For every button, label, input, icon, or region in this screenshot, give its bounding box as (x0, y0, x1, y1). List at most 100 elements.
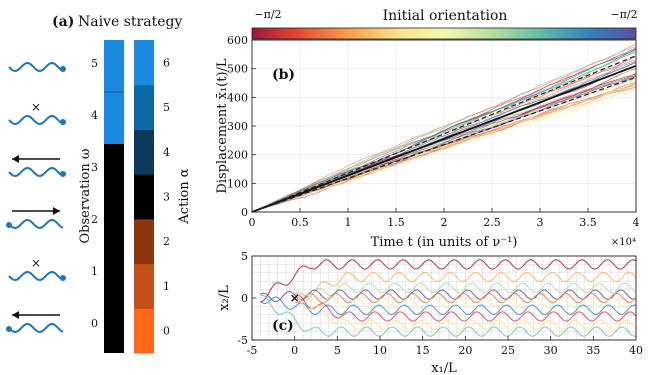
observation-segment-dark (104, 144, 124, 353)
x-tick-label: 25 (501, 344, 515, 357)
arrowhead-icon (53, 207, 60, 215)
trajectory-line (251, 88, 637, 213)
x-tick-label: 15 (416, 344, 430, 357)
swimmer-icon (6, 311, 64, 334)
y-tick-label: 200 (227, 149, 248, 162)
swimmer-body (8, 270, 64, 282)
y-tick-label: 0 (241, 292, 248, 305)
x-tick-label: -5 (247, 344, 258, 357)
swimmer-head (60, 66, 66, 72)
swimmer-head (60, 171, 66, 177)
x-tick-label: 4 (633, 216, 640, 229)
colorbar-left-label: −π/2 (254, 8, 281, 21)
swimmer-icon (8, 155, 66, 178)
panel-c-xlabel: x₁/L (431, 361, 457, 375)
panel-b: 0 0.5 1 1.5 2 2.5 3 3.5 4 0 100 200 300 400 500 600 (227, 34, 640, 229)
planar-trajectory (260, 294, 637, 337)
x-tick-label: 1 (345, 216, 352, 229)
swimmer-icon: × (8, 100, 66, 126)
swimmer-icon (8, 61, 66, 73)
trajectory-line (251, 51, 637, 213)
x-tick-label: 0 (249, 216, 256, 229)
action-segment (134, 129, 154, 175)
colorbar-title: Initial orientation (383, 8, 508, 24)
x-tick-label: 0.5 (291, 216, 309, 229)
swimmer-head (6, 326, 12, 332)
panel-a-title: Naive strategy (78, 14, 182, 30)
observation-tick-label: 3 (91, 161, 98, 174)
panel-c-ylabel: x₂/L (217, 285, 232, 311)
swimmer-head (6, 222, 12, 228)
x-tick-label: 5 (334, 344, 341, 357)
y-tick-label: 500 (227, 63, 248, 76)
x-tick-label: 2.5 (483, 216, 501, 229)
action-segment (134, 40, 154, 86)
panel-c-label: (c) (272, 318, 294, 334)
action-tick-label: 3 (163, 191, 170, 204)
x-tick-label: 35 (586, 344, 600, 357)
observation-tick-label: 0 (91, 317, 98, 330)
action-segment (134, 174, 154, 220)
y-tick-label: -5 (237, 334, 248, 347)
panel-a-label: (a) (52, 14, 74, 30)
action-segment (134, 84, 154, 130)
lower-dashed-line (251, 76, 637, 213)
planar-trajectory (260, 259, 637, 303)
x-tick-label: 3 (537, 216, 544, 229)
trajectory-line (251, 75, 637, 213)
observation-axis-label: Observation ω (78, 149, 93, 244)
upper-dashed-line (251, 55, 637, 213)
planar-trajectory (294, 293, 637, 309)
arrowhead-icon (12, 311, 19, 319)
planar-trajectory (294, 292, 637, 331)
panel-b-label: (b) (272, 67, 295, 83)
start-marker: × (290, 291, 300, 305)
y-tick-label: 600 (227, 34, 248, 47)
action-ticks: 0 1 2 3 4 5 6 (163, 56, 170, 337)
observation-tick-label: 1 (91, 265, 98, 278)
swimmer-head (60, 119, 66, 125)
y-tick-label: 400 (227, 91, 248, 104)
swimmer-body (8, 61, 64, 73)
planar-trajectory (294, 282, 637, 302)
swimmer-icon (6, 207, 64, 230)
planar-trajectory (294, 271, 637, 298)
y-tick-label: 300 (227, 120, 248, 133)
swimmer-body (8, 114, 64, 126)
observation-tick-label: 4 (91, 109, 98, 122)
x-tick-label: 0 (291, 344, 298, 357)
panel-b-ylabel: Displacement x̄₁(t)/L (215, 58, 230, 193)
planar-trajectory (260, 289, 637, 303)
action-tick-label: 1 (163, 280, 170, 293)
swimmer-body (8, 218, 64, 230)
cross-icon: × (31, 100, 41, 114)
action-tick-label: 6 (163, 56, 170, 69)
colorbar-right-label: −π/2 (610, 8, 637, 21)
swimmer-head (60, 275, 66, 281)
trajectory-line (251, 48, 637, 213)
arrowhead-icon (12, 155, 19, 163)
x-tick-label: 10 (373, 344, 387, 357)
x-tick-label: 20 (458, 344, 472, 357)
panel-b-x-multiplier: ×10⁴ (611, 237, 636, 248)
action-colorbar (134, 40, 154, 354)
observation-tick-label: 5 (91, 57, 98, 70)
action-tick-label: 5 (163, 101, 170, 114)
x-tick-label: 30 (544, 344, 558, 357)
orientation-colorbar (251, 27, 637, 40)
action-tick-label: 2 (163, 235, 170, 248)
swimmer-icon: × (8, 256, 66, 282)
panel-b-xlabel: Time t (in units of ν⁻¹) (371, 235, 518, 250)
action-segment (134, 218, 154, 265)
planar-trajectory (294, 292, 637, 304)
y-tick-label: 5 (241, 250, 248, 263)
x-tick-label: 3.5 (579, 216, 597, 229)
planar-trajectory (294, 293, 637, 322)
trajectory-line (251, 46, 637, 213)
mean-line (251, 64, 637, 213)
cross-icon: × (31, 256, 41, 270)
action-tick-label: 0 (163, 325, 170, 338)
swimmer-body (8, 322, 64, 334)
trajectory-line (251, 43, 637, 213)
